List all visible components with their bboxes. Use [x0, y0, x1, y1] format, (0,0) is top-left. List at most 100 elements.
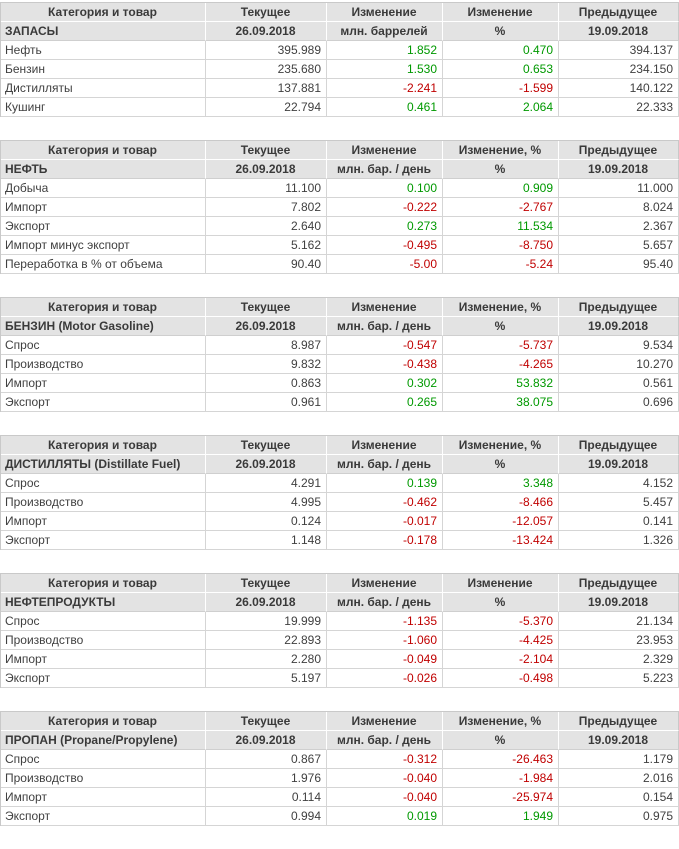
current-value: 19.999 — [206, 612, 327, 631]
current-value: 8.987 — [206, 336, 327, 355]
current-value: 22.893 — [206, 631, 327, 650]
change-value: -1.060 — [327, 631, 443, 650]
row-label: Импорт минус экспорт — [1, 236, 206, 255]
column-header: Категория и товар — [1, 712, 206, 731]
subheader-cell: % — [443, 22, 559, 41]
subheader-cell: 26.09.2018 — [206, 160, 327, 179]
column-header: Изменение — [443, 3, 559, 22]
subheader-cell: 19.09.2018 — [559, 160, 679, 179]
row-label: Производство — [1, 769, 206, 788]
table-row: Производство 1.976 -0.040 -1.984 2.016 — [1, 769, 679, 788]
change-pct-value: 3.348 — [443, 474, 559, 493]
row-label: Переработка в % от объема — [1, 255, 206, 274]
row-label: Спрос — [1, 750, 206, 769]
current-value: 4.995 — [206, 493, 327, 512]
column-header: Изменение, % — [443, 436, 559, 455]
row-label: Дистилляты — [1, 79, 206, 98]
change-value: -0.462 — [327, 493, 443, 512]
column-header: Предыдущее — [559, 3, 679, 22]
row-label: Импорт — [1, 788, 206, 807]
column-header: Категория и товар — [1, 436, 206, 455]
previous-value: 4.152 — [559, 474, 679, 493]
change-pct-value: -5.370 — [443, 612, 559, 631]
table-row: Экспорт 0.994 0.019 1.949 0.975 — [1, 807, 679, 826]
change-pct-value: -1.599 — [443, 79, 559, 98]
change-value: 0.019 — [327, 807, 443, 826]
column-header: Категория и товар — [1, 574, 206, 593]
current-value: 7.802 — [206, 198, 327, 217]
column-header: Изменение — [327, 574, 443, 593]
subheader-cell: млн. баррелей — [327, 22, 443, 41]
previous-value: 5.223 — [559, 669, 679, 688]
previous-value: 0.561 — [559, 374, 679, 393]
change-pct-value: -12.057 — [443, 512, 559, 531]
current-value: 395.989 — [206, 41, 327, 60]
subheader-cell: 26.09.2018 — [206, 455, 327, 474]
current-value: 0.994 — [206, 807, 327, 826]
change-value: -0.049 — [327, 650, 443, 669]
change-value: 0.302 — [327, 374, 443, 393]
previous-value: 394.137 — [559, 41, 679, 60]
row-label: Нефть — [1, 41, 206, 60]
table-row: Импорт 7.802 -0.222 -2.767 8.024 — [1, 198, 679, 217]
subheader-cell: 19.09.2018 — [559, 731, 679, 750]
change-pct-value: -8.466 — [443, 493, 559, 512]
previous-value: 9.534 — [559, 336, 679, 355]
row-label: Спрос — [1, 612, 206, 631]
column-header: Текущее — [206, 3, 327, 22]
table-row: Производство 22.893 -1.060 -4.425 23.953 — [1, 631, 679, 650]
table-row: Импорт 0.863 0.302 53.832 0.561 — [1, 374, 679, 393]
change-pct-value: 1.949 — [443, 807, 559, 826]
table-title: БЕНЗИН (Motor Gasoline) — [1, 317, 206, 336]
subheader-cell: % — [443, 731, 559, 750]
column-header: Изменение — [327, 298, 443, 317]
subheader-row: ДИСТИЛЛЯТЫ (Distillate Fuel) 26.09.2018 мл… — [1, 455, 679, 474]
change-value: 1.852 — [327, 41, 443, 60]
row-label: Производство — [1, 355, 206, 374]
subheader-cell: 26.09.2018 — [206, 593, 327, 612]
table-row: Спрос 4.291 0.139 3.348 4.152 — [1, 474, 679, 493]
subheader-row: ПРОПАН (Propane/Propylene) 26.09.2018 млн.… — [1, 731, 679, 750]
row-label: Производство — [1, 493, 206, 512]
change-value: -1.135 — [327, 612, 443, 631]
table-row: Нефть 395.989 1.852 0.470 394.137 — [1, 41, 679, 60]
change-value: -0.222 — [327, 198, 443, 217]
column-header: Текущее — [206, 298, 327, 317]
table-row: Импорт минус экспорт 5.162 -0.495 -8.750 5.6… — [1, 236, 679, 255]
change-pct-value: -5.24 — [443, 255, 559, 274]
previous-value: 1.179 — [559, 750, 679, 769]
previous-value: 2.367 — [559, 217, 679, 236]
current-value: 0.124 — [206, 512, 327, 531]
column-header: Изменение — [327, 3, 443, 22]
row-label: Импорт — [1, 512, 206, 531]
previous-value: 10.270 — [559, 355, 679, 374]
change-value: 0.139 — [327, 474, 443, 493]
change-pct-value: -2.104 — [443, 650, 559, 669]
column-header: Категория и товар — [1, 141, 206, 160]
subheader-cell: 26.09.2018 — [206, 731, 327, 750]
previous-value: 21.134 — [559, 612, 679, 631]
change-value: -0.040 — [327, 788, 443, 807]
previous-value: 0.154 — [559, 788, 679, 807]
change-pct-value: 53.832 — [443, 374, 559, 393]
current-value: 90.40 — [206, 255, 327, 274]
change-value: -0.438 — [327, 355, 443, 374]
previous-value: 11.000 — [559, 179, 679, 198]
current-value: 9.832 — [206, 355, 327, 374]
subheader-cell: % — [443, 593, 559, 612]
change-value: -2.241 — [327, 79, 443, 98]
change-pct-value: -2.767 — [443, 198, 559, 217]
current-value: 235.680 — [206, 60, 327, 79]
column-header: Изменение, % — [443, 298, 559, 317]
subheader-cell: 19.09.2018 — [559, 593, 679, 612]
previous-value: 234.150 — [559, 60, 679, 79]
column-header: Изменение — [327, 436, 443, 455]
row-label: Добыча — [1, 179, 206, 198]
column-header: Предыдущее — [559, 712, 679, 731]
change-value: 0.265 — [327, 393, 443, 412]
change-value: 0.100 — [327, 179, 443, 198]
header-row: Категория и товар Текущее Изменение Изменен… — [1, 712, 679, 731]
change-value: 1.530 — [327, 60, 443, 79]
previous-value: 0.141 — [559, 512, 679, 531]
current-value: 5.197 — [206, 669, 327, 688]
